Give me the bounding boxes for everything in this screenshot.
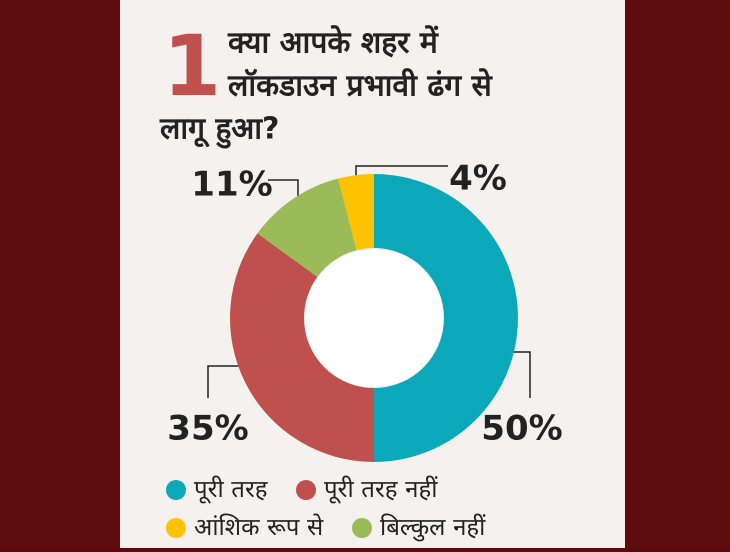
value-label: 11% [191, 165, 272, 205]
title-line: लॉकडाउन प्रभावी ढंग से [227, 68, 494, 104]
title-line: लागू हुआ? [159, 112, 279, 150]
legend-swatch [296, 480, 316, 500]
donut-segment [257, 178, 357, 277]
title-line: क्या आपके शहर में [227, 25, 439, 61]
legend-label: बिल्कुल नहीं [380, 513, 486, 542]
legend-swatch [166, 480, 186, 500]
donut-segment [338, 174, 374, 251]
value-label: 35% [167, 409, 248, 449]
legend-swatch [166, 518, 186, 538]
legend-swatch [352, 518, 372, 538]
legend-label: पूरी तरह [194, 475, 269, 504]
title-number: 1 [163, 17, 221, 115]
value-label: 4% [449, 159, 507, 199]
value-label: 50% [481, 409, 562, 449]
donut-segment [230, 233, 374, 462]
legend-label: पूरी तरह नहीं [324, 475, 438, 504]
donut-hole [305, 249, 443, 387]
donut-segment [374, 174, 518, 462]
legend-label: आंशिक रूप से [194, 513, 324, 541]
